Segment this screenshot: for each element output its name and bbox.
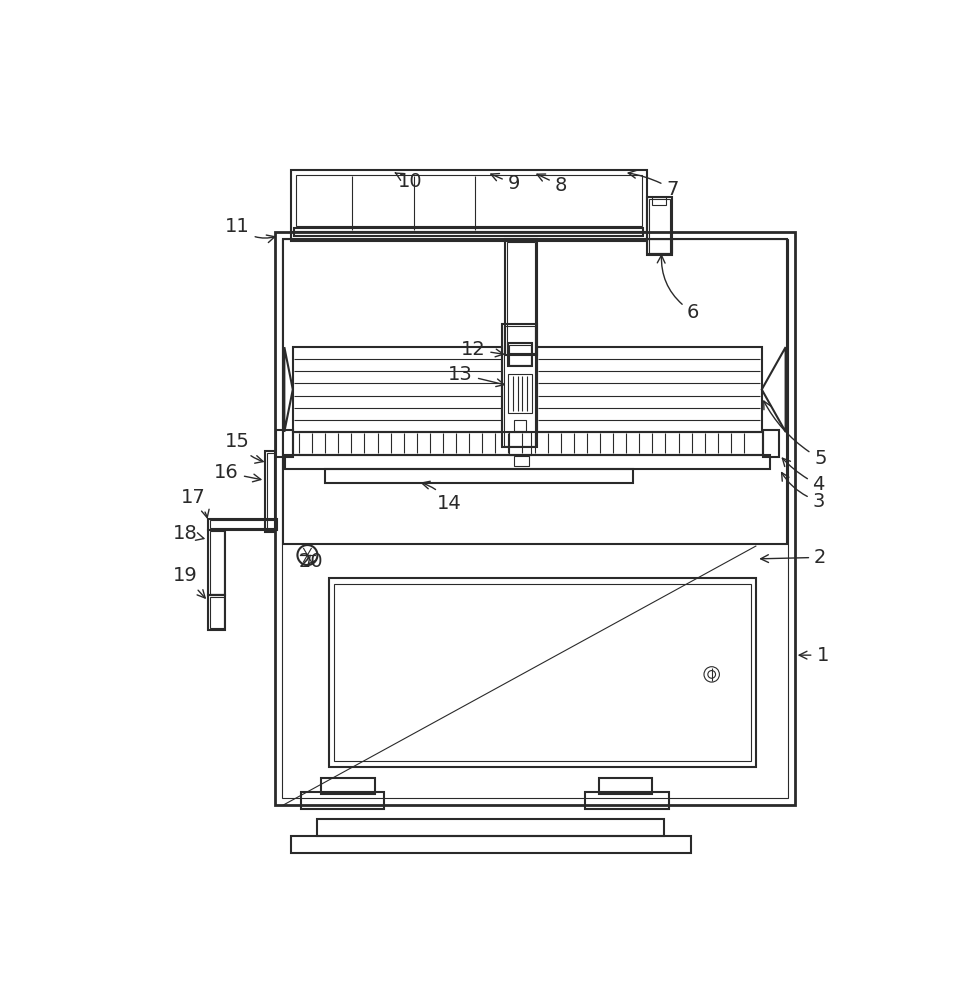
Text: 20: 20 bbox=[298, 552, 322, 571]
Text: 8: 8 bbox=[537, 174, 567, 195]
Text: 2: 2 bbox=[760, 548, 826, 567]
Bar bbox=[510, 345, 531, 365]
Bar bbox=[649, 199, 670, 253]
Bar bbox=[301, 792, 384, 809]
Bar bbox=[537, 347, 761, 432]
Bar bbox=[653, 197, 666, 205]
Text: 5: 5 bbox=[763, 401, 826, 468]
Text: 17: 17 bbox=[180, 488, 209, 518]
Bar bbox=[503, 324, 537, 447]
Bar bbox=[318, 819, 664, 836]
Bar bbox=[505, 239, 537, 355]
Bar bbox=[290, 170, 647, 232]
Bar bbox=[334, 584, 751, 761]
Bar bbox=[210, 520, 276, 528]
Bar bbox=[208, 595, 225, 630]
Text: 3: 3 bbox=[782, 473, 825, 511]
Bar bbox=[294, 228, 643, 235]
Bar bbox=[508, 343, 532, 366]
Text: 10: 10 bbox=[395, 172, 423, 191]
Bar bbox=[510, 432, 531, 455]
Bar bbox=[293, 432, 762, 455]
Text: 12: 12 bbox=[461, 340, 504, 359]
Bar bbox=[504, 326, 535, 446]
Bar bbox=[210, 531, 223, 594]
Bar bbox=[329, 578, 757, 767]
Text: 14: 14 bbox=[421, 481, 462, 513]
Bar bbox=[276, 430, 293, 457]
Text: 15: 15 bbox=[224, 432, 264, 463]
Text: 13: 13 bbox=[448, 365, 504, 387]
Bar bbox=[290, 836, 691, 853]
Bar bbox=[585, 792, 668, 809]
Text: 7: 7 bbox=[628, 170, 678, 199]
Text: 11: 11 bbox=[225, 217, 274, 243]
Bar bbox=[647, 197, 671, 255]
Bar bbox=[208, 530, 225, 595]
Bar bbox=[268, 453, 275, 530]
Text: 9: 9 bbox=[491, 174, 520, 193]
Bar bbox=[325, 469, 633, 483]
Bar bbox=[762, 430, 779, 457]
Bar bbox=[507, 242, 535, 353]
Text: 1: 1 bbox=[799, 646, 829, 665]
Bar bbox=[296, 175, 642, 226]
Bar bbox=[514, 456, 529, 466]
Bar bbox=[282, 239, 788, 798]
Bar bbox=[509, 374, 531, 413]
Bar bbox=[208, 519, 277, 530]
Bar bbox=[210, 597, 223, 628]
Bar bbox=[321, 778, 375, 794]
Text: 19: 19 bbox=[172, 566, 205, 598]
Text: 4: 4 bbox=[782, 458, 825, 494]
Bar bbox=[283, 239, 787, 544]
Text: 18: 18 bbox=[172, 524, 204, 543]
Bar bbox=[647, 239, 671, 253]
Text: 6: 6 bbox=[658, 255, 700, 322]
Text: 16: 16 bbox=[215, 463, 261, 482]
Bar bbox=[293, 347, 503, 432]
Bar bbox=[599, 778, 653, 794]
Bar bbox=[285, 455, 770, 469]
Bar bbox=[514, 420, 526, 431]
Bar bbox=[290, 232, 647, 241]
Bar bbox=[266, 451, 275, 532]
Bar bbox=[275, 232, 795, 805]
